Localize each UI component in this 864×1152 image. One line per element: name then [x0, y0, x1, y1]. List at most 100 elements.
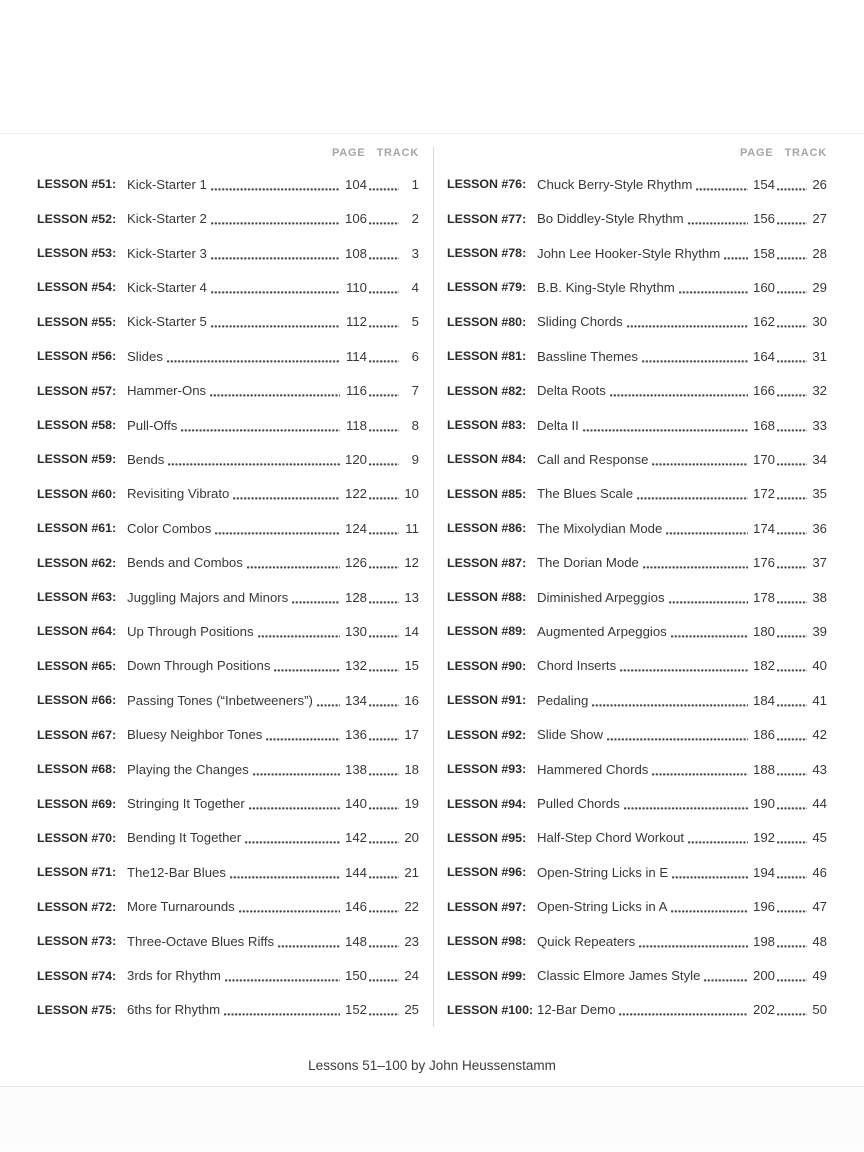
lesson-number-label: LESSON #71: [37, 865, 117, 880]
lesson-number-label: LESSON #56: [37, 349, 117, 364]
page-number: 174 [752, 520, 775, 536]
page-number: 192 [752, 830, 775, 846]
page-number: 116 [345, 383, 367, 399]
track-number: 50 [812, 1002, 827, 1018]
lesson-number-label: LESSON #88: [447, 590, 527, 605]
lesson-number-label: LESSON #80: [447, 314, 527, 329]
track-number: 40 [812, 658, 827, 674]
page-column-header: PAGE [331, 147, 366, 159]
dot-leader [777, 600, 807, 604]
track-number: 38 [812, 589, 827, 605]
lesson-number-label: LESSON #90: [447, 658, 527, 673]
dot-leader [369, 910, 399, 914]
dot-leader [777, 979, 807, 983]
lesson-number-label: LESSON #93: [447, 762, 527, 777]
track-number: 10 [404, 486, 419, 502]
dot-leader [641, 359, 748, 363]
toc-entry: LESSON #52: Kick-Starter 2 106 2 [37, 201, 419, 235]
lesson-title: The Blues Scale [537, 486, 634, 502]
track-number: 24 [404, 968, 419, 984]
lesson-number-label: LESSON #57: [37, 383, 117, 398]
lesson-number-label: LESSON #73: [37, 934, 117, 949]
dot-leader [777, 359, 807, 363]
lesson-number-label: LESSON #69: [37, 796, 117, 811]
lesson-title: Bending It Together [127, 830, 242, 846]
track-column-header: TRACK [784, 147, 827, 159]
toc-entry: LESSON #89: Augmented Arpeggios 180 39 [447, 614, 827, 648]
toc-entry: LESSON #75: 6ths for Rhythm 152 25 [37, 993, 419, 1027]
lesson-number-label: LESSON #86: [447, 521, 527, 536]
toc-entry: LESSON #83: Delta II 168 33 [447, 408, 827, 442]
page-number: 166 [752, 383, 775, 399]
lesson-title: Quick Repeaters [537, 933, 636, 949]
dot-leader [210, 394, 340, 398]
page-number: 156 [752, 211, 775, 227]
lesson-title: Slide Show [537, 727, 603, 743]
dot-leader [210, 256, 340, 260]
toc-entry: LESSON #69: Stringing It Together 140 19 [37, 786, 419, 820]
lesson-title: The12-Bar Blues [127, 864, 226, 880]
lesson-title: Color Combos [127, 520, 212, 536]
page-number: 194 [752, 864, 775, 880]
lesson-number-label: LESSON #100: [447, 1002, 534, 1017]
dot-leader [777, 1013, 807, 1017]
dot-leader [777, 497, 807, 501]
track-number: 16 [404, 692, 419, 708]
dot-leader [266, 738, 340, 742]
lesson-number-label: LESSON #52: [37, 211, 117, 226]
lesson-title: Classic Elmore James Style [537, 968, 701, 984]
dot-leader [652, 772, 748, 776]
lesson-title: More Turnarounds [127, 899, 235, 915]
page-number: 114 [345, 348, 367, 364]
track-number: 30 [812, 314, 827, 330]
page-number: 200 [752, 968, 775, 984]
page-number: 110 [345, 279, 367, 295]
page-number: 202 [752, 1002, 775, 1018]
toc-entry: LESSON #71: The12-Bar Blues 144 21 [37, 855, 419, 889]
dot-leader [777, 531, 807, 535]
page-number: 140 [344, 796, 367, 812]
lesson-number-label: LESSON #85: [447, 486, 527, 501]
dot-leader [245, 841, 340, 845]
lesson-number-label: LESSON #59: [37, 452, 117, 467]
toc-entry: LESSON #79: B.B. King-Style Rhythm 160 2… [447, 270, 827, 304]
lesson-number-label: LESSON #89: [447, 624, 527, 639]
lesson-number-label: LESSON #55: [37, 314, 117, 329]
lesson-title: Kick-Starter 3 [127, 245, 207, 261]
lesson-title: Open-String Licks in A [537, 899, 668, 915]
page-number: 160 [752, 279, 775, 295]
dot-leader [777, 462, 807, 466]
dot-leader [257, 634, 340, 638]
dot-leader [688, 841, 748, 845]
dot-leader [166, 359, 340, 363]
lesson-number-label: LESSON #78: [447, 246, 527, 261]
toc-entry: LESSON #62: Bends and Combos 126 12 [37, 545, 419, 579]
lesson-title: Kick-Starter 2 [127, 211, 207, 227]
lesson-title: Pulled Chords [537, 796, 620, 812]
lesson-number-label: LESSON #61: [37, 521, 117, 536]
page-number: 158 [752, 245, 775, 261]
dot-leader [369, 875, 399, 879]
page-number: 134 [344, 692, 367, 708]
page-number: 198 [752, 933, 775, 949]
dot-leader [369, 566, 399, 570]
lesson-number-label: LESSON #54: [37, 280, 117, 295]
dot-leader [224, 1013, 340, 1017]
dot-leader [369, 979, 399, 983]
lesson-number-label: LESSON #91: [447, 693, 527, 708]
toc-entry: LESSON #55: Kick-Starter 5 112 5 [37, 305, 419, 339]
track-number: 28 [812, 245, 827, 261]
dot-leader [777, 428, 807, 432]
page-number: 196 [752, 899, 775, 915]
toc-entry: LESSON #82: Delta Roots 166 32 [447, 373, 827, 407]
dot-leader [369, 1013, 399, 1017]
dot-leader [229, 875, 340, 879]
lesson-title: Diminished Arpeggios [537, 589, 665, 605]
track-number: 9 [411, 451, 419, 467]
dot-leader [777, 187, 807, 191]
lesson-title: Bends [127, 451, 165, 467]
track-number: 20 [404, 830, 419, 846]
dot-leader [639, 944, 748, 948]
lesson-title: Hammered Chords [537, 761, 649, 777]
page-number: 180 [752, 623, 775, 639]
